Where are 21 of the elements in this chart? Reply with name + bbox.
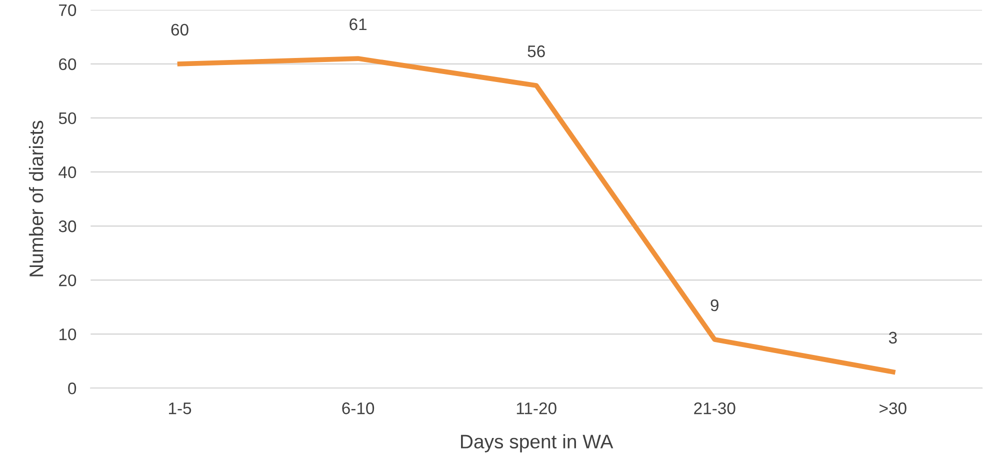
y-tick-label: 40 xyxy=(58,166,76,178)
data-label: 9 xyxy=(710,299,718,312)
x-tick-label: 11-20 xyxy=(516,402,556,414)
y-tick-label: 60 xyxy=(59,58,76,70)
data-label: 56 xyxy=(528,45,545,58)
x-tick-label: 1-5 xyxy=(168,402,192,414)
x-tick-label: >30 xyxy=(880,402,906,414)
data-label: 61 xyxy=(350,18,367,30)
y-tick-label: 50 xyxy=(58,112,76,124)
y-tick-label: 30 xyxy=(58,220,76,232)
y-axis-title: Number of diarists xyxy=(28,120,44,276)
data-label: 3 xyxy=(888,332,897,344)
line-series xyxy=(177,56,896,374)
data-label: 60 xyxy=(171,24,188,36)
x-axis-title: Days spent in WA xyxy=(461,434,614,452)
y-tick-label: 10 xyxy=(59,328,76,340)
y-tick-label: 70 xyxy=(59,4,76,16)
x-tick-label: 6-10 xyxy=(342,402,374,414)
y-tick-label: 0 xyxy=(68,382,76,394)
y-tick-label: 20 xyxy=(59,274,76,286)
x-tick-label: 21-30 xyxy=(694,402,736,414)
